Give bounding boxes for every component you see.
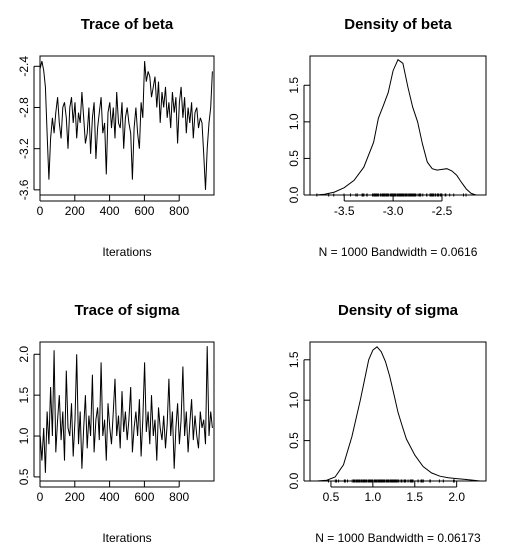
y-tick-label: -3.2	[17, 138, 31, 159]
x-tick-label: 600	[134, 490, 154, 504]
rug-marks	[327, 479, 455, 483]
x-tick-label: 0	[37, 204, 44, 218]
x-tick-label: -2.5	[432, 204, 453, 218]
panel-title: Trace of sigma	[74, 302, 180, 319]
x-tick-label: 1.5	[406, 490, 423, 504]
plot-frame	[39, 55, 215, 196]
x-axis-label: Iterations	[102, 531, 151, 545]
x-tick-label: 0.5	[323, 490, 340, 504]
x-tick-label: 200	[65, 204, 85, 218]
panel-1: Trace of beta 0 200 400 600 800 -3.6 -3.2 -2.8 -2…	[17, 16, 215, 259]
y-tick-label: 2.0	[17, 346, 31, 363]
y-tick-label: 0.0	[287, 186, 301, 203]
trace-line	[39, 346, 213, 473]
y-tick-label: -3.6	[17, 179, 31, 200]
x-tick-label: 2.0	[448, 490, 465, 504]
y-tick-label: 0.0	[287, 472, 301, 489]
panel-title: Trace of beta	[81, 16, 174, 33]
y-tick-label: 1.5	[17, 386, 31, 403]
plot-frame	[309, 55, 487, 196]
y-tick-label: 0.5	[287, 150, 301, 167]
density-curve	[316, 346, 481, 482]
x-axis-label: N = 1000 Bandwidth = 0.0616	[319, 245, 478, 259]
panel-title: Density of sigma	[338, 302, 459, 319]
x-tick-label: 400	[100, 490, 120, 504]
x-tick-label: 800	[169, 490, 189, 504]
panel-3: Trace of sigma 0 200 400 600 800 0.5 1.0 1.5 2.0 I…	[17, 302, 215, 545]
plot-frame	[39, 341, 215, 482]
x-tick-label: 1.0	[365, 490, 382, 504]
panel-title: Density of beta	[344, 16, 452, 33]
density-curve	[315, 58, 482, 196]
panel-2: Density of beta -3.5 -3.0 -2.5 0.0 0.5 1.0 1.5 N…	[287, 16, 487, 259]
x-tick-label: -3.0	[383, 204, 404, 218]
y-tick-label: -2.4	[17, 56, 31, 77]
x-tick-label: 200	[65, 490, 85, 504]
y-tick-label: 1.0	[287, 113, 301, 130]
x-tick-label: 800	[169, 204, 189, 218]
x-tick-label: -3.5	[334, 204, 355, 218]
y-tick-label: 1.0	[17, 427, 31, 444]
y-tick-label: 0.5	[17, 468, 31, 485]
rug-marks	[316, 193, 467, 197]
x-tick-label: 400	[100, 204, 120, 218]
y-tick-label: 1.5	[287, 351, 301, 368]
plot-frame	[309, 341, 487, 482]
y-tick-label: 0.5	[287, 432, 301, 449]
x-tick-label: 600	[134, 204, 154, 218]
x-axis-label: N = 1000 Bandwidth = 0.06173	[315, 531, 481, 545]
x-axis-label: Iterations	[102, 245, 151, 259]
panel-4: Density of sigma 0.5 1.0 1.5 2.0 0.0 0.5 1.0 1.5…	[287, 302, 487, 545]
trace-line	[39, 60, 213, 190]
y-tick-label: -2.8	[17, 97, 31, 118]
x-tick-label: 0	[37, 490, 44, 504]
y-tick-label: 1.5	[287, 77, 301, 94]
y-tick-label: 1.0	[287, 392, 301, 409]
